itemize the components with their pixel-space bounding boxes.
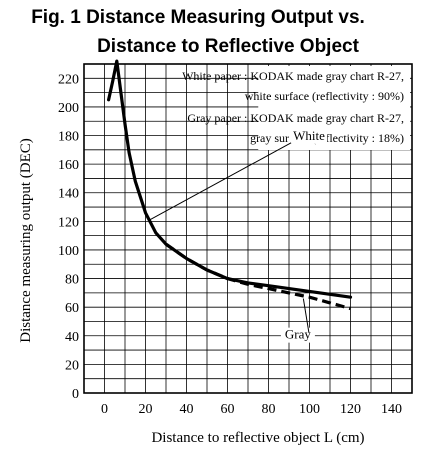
x-tick-label: 20 bbox=[139, 402, 153, 417]
legend-note-line: White paper : KODAK made gray chart R-27… bbox=[182, 69, 404, 83]
x-axis-label: Distance to reflective object L (cm) bbox=[151, 430, 364, 446]
chart-title-line2: Distance to Reflective Object bbox=[97, 36, 359, 57]
annotation-gray-leader bbox=[302, 298, 310, 333]
y-tick-label: 20 bbox=[65, 358, 79, 373]
y-tick-label: 140 bbox=[58, 187, 79, 202]
series-annotations: White Gray bbox=[149, 128, 328, 343]
y-tick-label: 220 bbox=[58, 72, 79, 87]
y-tick-label: 40 bbox=[65, 330, 79, 345]
y-tick-label: 200 bbox=[58, 101, 79, 116]
y-tick-label: 180 bbox=[58, 130, 79, 145]
y-tick-label: 0 bbox=[72, 387, 79, 402]
x-tick-label: 100 bbox=[299, 402, 320, 417]
x-tick-label: 40 bbox=[180, 402, 194, 417]
tick-labels: 0 20 40 60 80 100 120 140 0 20 40 60 80 100 120 140 160 1… bbox=[58, 72, 402, 417]
legend-note-line: white surface (reflectivity : 90%) bbox=[245, 89, 404, 103]
y-tick-label: 100 bbox=[58, 244, 79, 259]
x-tick-label: 80 bbox=[262, 402, 276, 417]
x-tick-label: 0 bbox=[101, 402, 108, 417]
x-tick-label: 140 bbox=[381, 402, 402, 417]
y-tick-label: 120 bbox=[58, 215, 79, 230]
annotation-white: White bbox=[293, 128, 325, 143]
annotation-white-bg bbox=[289, 128, 328, 144]
legend-note-background bbox=[258, 66, 410, 150]
chart-title-line1: Fig. 1 Distance Measuring Output vs. bbox=[31, 7, 365, 28]
annotation-white-leader bbox=[149, 142, 292, 221]
x-tick-label: 60 bbox=[221, 402, 235, 417]
annotation-gray: Gray bbox=[285, 327, 311, 342]
annotation-gray-bg bbox=[280, 327, 315, 343]
y-tick-label: 60 bbox=[65, 301, 79, 316]
y-tick-label: 80 bbox=[65, 273, 79, 288]
y-axis-label: Distance measuring output (DEC) bbox=[18, 138, 34, 343]
legend-note-box: White paper : KODAK made gray chart R-27… bbox=[182, 66, 410, 150]
plot-frame bbox=[83, 63, 413, 394]
series-line-gray bbox=[165, 242, 351, 311]
legend-note-line: Gray paper : KODAK made gray chart R-27, bbox=[187, 111, 404, 125]
x-tick-label: 120 bbox=[340, 402, 361, 417]
y-tick-label: 160 bbox=[58, 158, 79, 173]
series-lines bbox=[107, 59, 353, 311]
